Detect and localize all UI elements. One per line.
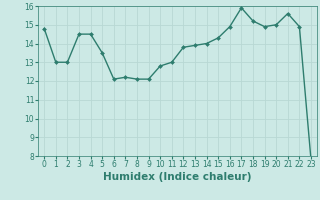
X-axis label: Humidex (Indice chaleur): Humidex (Indice chaleur) [103, 172, 252, 182]
